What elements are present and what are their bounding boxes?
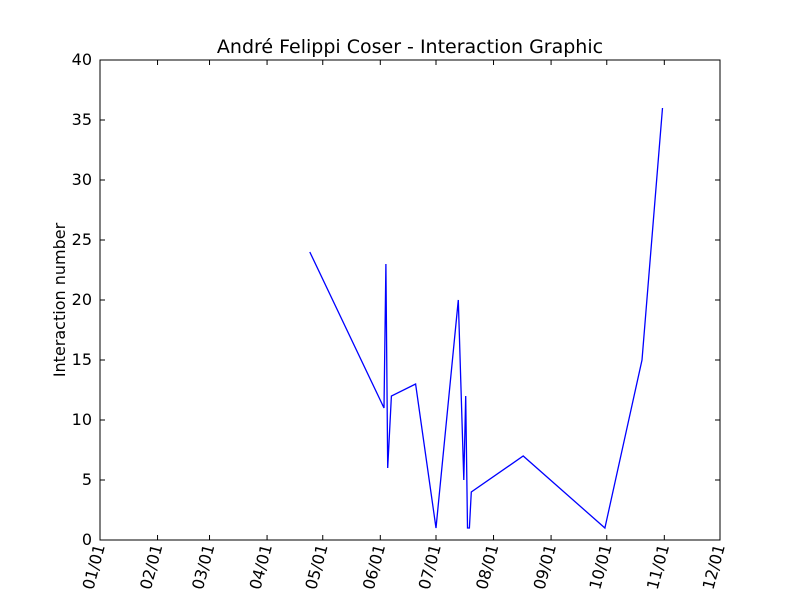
y-tick-label: 0 — [82, 530, 92, 549]
y-tick-label: 40 — [72, 50, 92, 69]
y-tick-label: 20 — [72, 290, 92, 309]
y-tick-label: 25 — [72, 230, 92, 249]
chart-title: André Felippi Coser - Interaction Graphi… — [217, 36, 603, 58]
y-tick-label: 30 — [72, 170, 92, 189]
y-tick-label: 35 — [72, 110, 92, 129]
y-axis-label: Interaction number — [50, 222, 69, 377]
y-tick-label: 10 — [72, 410, 92, 429]
y-tick-label: 15 — [72, 350, 92, 369]
y-tick-label: 5 — [82, 470, 92, 489]
